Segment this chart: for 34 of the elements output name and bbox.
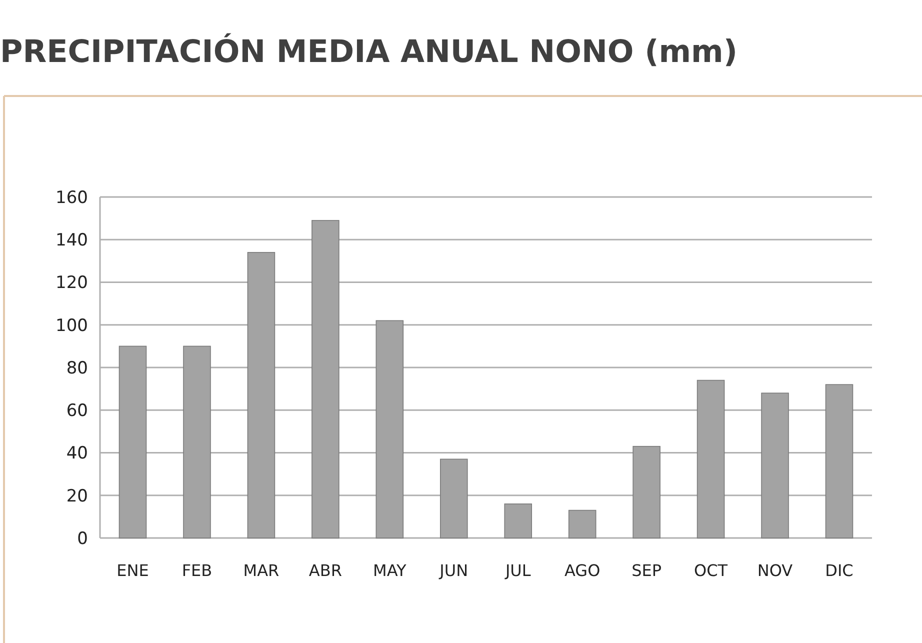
y-tick-label: 60 — [66, 401, 88, 422]
x-tick-label: OCT — [694, 561, 728, 580]
bar — [761, 392, 789, 538]
x-tick-label: NOV — [757, 561, 793, 580]
bar — [440, 458, 468, 538]
y-tick-label: 100 — [56, 316, 88, 336]
bar — [504, 504, 532, 538]
bar — [183, 346, 211, 538]
x-tick-label: ENE — [116, 561, 149, 580]
y-tick-label: 0 — [77, 528, 88, 549]
bar — [376, 320, 404, 538]
x-tick-label: SEP — [632, 561, 662, 580]
y-tick-label: 40 — [66, 444, 88, 464]
bar — [118, 346, 147, 538]
x-tick-label: DIC — [825, 561, 854, 580]
x-tick-label: FEB — [182, 561, 212, 580]
x-tick-label: JUL — [504, 561, 531, 580]
bar — [825, 384, 854, 538]
y-tick-label: 20 — [66, 486, 88, 506]
chart-title: PRECIPITACIÓN MEDIA ANUAL NONO (mm) — [0, 33, 738, 70]
y-tick-label: 140 — [56, 230, 88, 251]
y-tick-label: 80 — [66, 358, 88, 378]
x-tick-label: MAY — [373, 561, 407, 580]
bar — [568, 510, 596, 538]
bar — [632, 446, 660, 538]
bar — [247, 252, 276, 538]
x-tick-label: MAR — [243, 561, 280, 580]
y-tick-label: 120 — [56, 273, 88, 294]
y-tick-label: 160 — [56, 188, 88, 208]
x-tick-label: ABR — [308, 561, 342, 580]
x-tick-label: JUN — [438, 561, 468, 580]
bar — [696, 380, 725, 538]
x-tick-label: AGO — [564, 561, 600, 580]
bar — [312, 220, 340, 538]
